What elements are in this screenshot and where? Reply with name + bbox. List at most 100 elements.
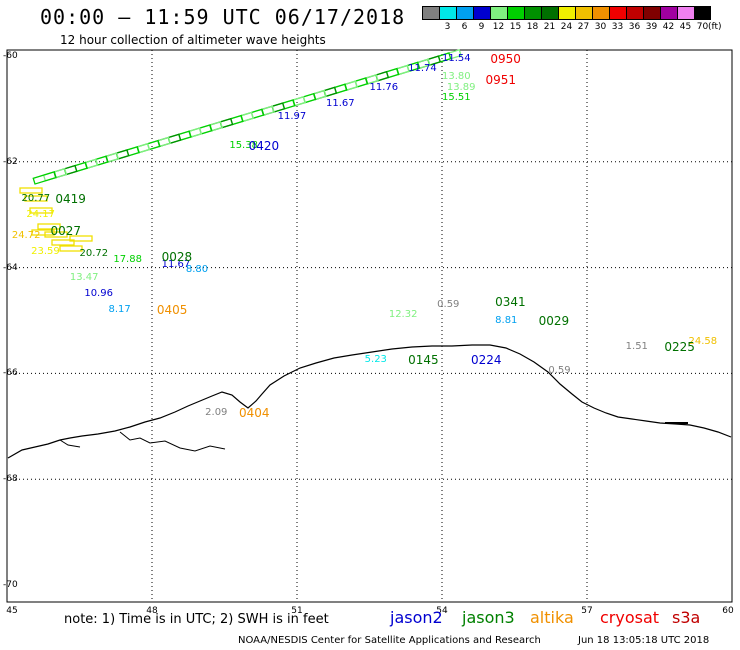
- legend-bin-label: 30: [594, 22, 607, 32]
- footer-credit: NOAA/NESDIS Center for Satellite Applica…: [238, 635, 541, 646]
- swh-label: 5.23: [364, 354, 387, 366]
- pass-time-label: 0341: [495, 294, 526, 309]
- legend-swatch: [456, 6, 473, 20]
- legend-swatch: [592, 6, 609, 20]
- satellite-name: cryosat: [600, 608, 660, 627]
- legend-swatch: [507, 6, 524, 20]
- swh-label: 8.17: [108, 303, 131, 315]
- legend-bin-label: 6: [461, 22, 468, 32]
- track-mark: [59, 245, 83, 252]
- swh-label: 8.80: [185, 264, 209, 276]
- lon-label: 60: [722, 606, 734, 616]
- pass-time-label: 0951: [485, 72, 517, 87]
- track-mark: [32, 171, 57, 185]
- swh-label: 11.76: [369, 81, 399, 93]
- swh-label: 24.17: [26, 208, 55, 220]
- swh-label: 13.89: [446, 81, 476, 93]
- track-mark: [44, 231, 68, 238]
- legend-labels: 3 6 9 12 15 18 21 24 27 30 33 36 39 42 45 70: [422, 22, 711, 32]
- legend-bin-label: 39: [645, 22, 658, 32]
- track-mark: [24, 195, 48, 202]
- coastline: [7, 344, 732, 459]
- swh-label: 0.59: [437, 298, 460, 310]
- legend-swatches: [422, 6, 711, 20]
- pass-time-label: 0029: [538, 313, 570, 328]
- track-mark: [19, 187, 43, 194]
- swh-label: 8.81: [495, 314, 518, 326]
- swh-label: 13.80: [442, 71, 471, 83]
- legend-bin-label: 24: [560, 22, 573, 32]
- legend-swatch: [422, 6, 439, 20]
- swh-label: 12.32: [388, 309, 418, 321]
- lat-label: -60: [3, 51, 18, 61]
- swh-label: 15.51: [442, 92, 471, 104]
- swh-label: 15.38: [229, 139, 258, 151]
- legend-bin-label: 18: [526, 22, 539, 32]
- lat-label: -62: [3, 156, 18, 167]
- legend-swatch: [677, 6, 694, 20]
- legend-swatch: [490, 6, 507, 20]
- track-mark: [51, 239, 75, 246]
- legend-bin-label: 9: [478, 22, 485, 32]
- page-title: 00:00 – 11:59 UTC 06/17/2018: [40, 5, 406, 29]
- legend-swatch: [626, 6, 643, 20]
- swh-label: 20.77: [21, 192, 51, 204]
- swh-label: 24.72: [11, 229, 41, 241]
- legend-swatch: [575, 6, 592, 20]
- legend-swatch: [609, 6, 626, 20]
- pass-time-label: 0404: [239, 406, 270, 421]
- legend-bin-label: 42: [662, 22, 675, 32]
- pass-time-label: 0420: [248, 138, 280, 153]
- track-mark: [37, 223, 61, 230]
- footer-timestamp: Jun 18 13:05:18 UTC 2018: [578, 635, 710, 646]
- legend-swatch: [558, 6, 575, 20]
- legend-swatch: [524, 6, 541, 20]
- swh-label: 0.59: [548, 364, 571, 376]
- swh-label: 20.72: [79, 248, 109, 260]
- lat-label: -64: [3, 262, 18, 273]
- swh-label: 24.58: [688, 335, 718, 347]
- page-subtitle: 12 hour collection of altimeter wave hei…: [60, 33, 326, 47]
- lon-label: 48: [146, 606, 158, 616]
- legend-swatch: [643, 6, 660, 20]
- swh-label: 1.51: [625, 340, 648, 352]
- legend-bin-label: 27: [577, 22, 590, 32]
- satellite-name: jason3: [462, 608, 515, 627]
- satellite-name: s3a: [672, 608, 701, 627]
- legend-bin-label: 33: [611, 22, 624, 32]
- legend-bin-label: 21: [543, 22, 556, 32]
- legend-bin-label: 70: [696, 22, 709, 32]
- swh-label: 11.54: [442, 52, 471, 64]
- lat-label: -66: [3, 368, 18, 379]
- footer-note: note: 1) Time is in UTC; 2) SWH is in fe…: [64, 612, 329, 627]
- swh-label: 2.09: [205, 407, 228, 419]
- legend-swatch: [439, 6, 456, 20]
- coastline-inlet: [59, 431, 226, 452]
- swh-label: 10.96: [84, 288, 113, 300]
- pass-time-label: 0224: [471, 353, 502, 368]
- color-legend: 3 6 9 12 15 18 21 24 27 30 33 36 39 42 45 70 (ft): [422, 6, 722, 32]
- graticule: [7, 50, 732, 602]
- lon-label: 51: [291, 606, 303, 616]
- pass-time-label: 0950: [490, 51, 521, 66]
- legend-bin-label: 45: [679, 22, 692, 32]
- legend-swatch: [541, 6, 558, 20]
- swh-label: 11.67: [326, 97, 355, 109]
- lat-label: -68: [3, 474, 18, 485]
- pass-time-label: 0419: [55, 191, 86, 206]
- satellite-name: altika: [530, 608, 574, 627]
- map-frame: [6, 49, 733, 603]
- pass-time-label: 0028: [161, 250, 193, 265]
- legend-unit: (ft): [708, 22, 722, 32]
- track-mark: [69, 235, 93, 242]
- swh-label: 23.59: [31, 245, 60, 257]
- lon-label: 54: [436, 606, 448, 616]
- lon-label: 57: [581, 606, 593, 616]
- pass-time-label: 0225: [664, 339, 695, 354]
- pass-time-label: 0027: [50, 223, 82, 238]
- lon-label: 45: [6, 606, 18, 616]
- track-mark: [29, 207, 53, 214]
- legend-swatch: [694, 6, 711, 20]
- legend-bin-label: 3: [444, 22, 451, 32]
